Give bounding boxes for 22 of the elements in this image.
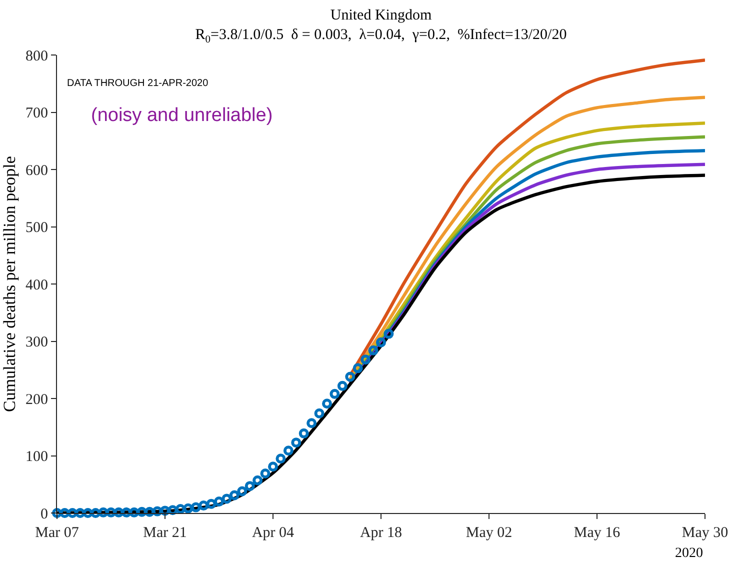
annotation: DATA THROUGH 21-APR-2020	[67, 78, 209, 89]
x-tick-label: Apr 04	[252, 525, 295, 541]
chart-title: United Kingdom	[330, 8, 432, 24]
text: 2020	[675, 546, 703, 561]
y-tick-label: 500	[26, 220, 48, 236]
x-tick-label: Mar 07	[35, 525, 80, 541]
x-tick-label: May 30	[682, 525, 728, 541]
y-tick-label: 100	[26, 449, 48, 465]
x-tick-label: Apr 18	[360, 525, 402, 541]
annotation: (noisy and unreliable)	[91, 105, 273, 126]
x-tick-label: Mar 21	[143, 525, 187, 541]
chart-subtitle: R$_{0}$=3.8/1.0/0.5 δ = 0.003, λ=0.04, γ=0.2, %Infect=13/20/20	[195, 27, 567, 46]
y-tick-label: 200	[26, 392, 48, 408]
y-tick-label: 600	[26, 162, 48, 179]
y-axis-title: Cumulative deaths per million people	[0, 156, 19, 412]
y-tick-label: 800	[26, 48, 48, 64]
y-tick-label: 300	[26, 334, 48, 350]
y-tick-label: 700	[26, 106, 48, 122]
x-tick-label: May 02	[466, 525, 512, 541]
x-tick-label: May 16	[574, 525, 621, 541]
y-tick-label: 400	[26, 277, 48, 294]
y-tick-label: 0	[40, 506, 48, 522]
